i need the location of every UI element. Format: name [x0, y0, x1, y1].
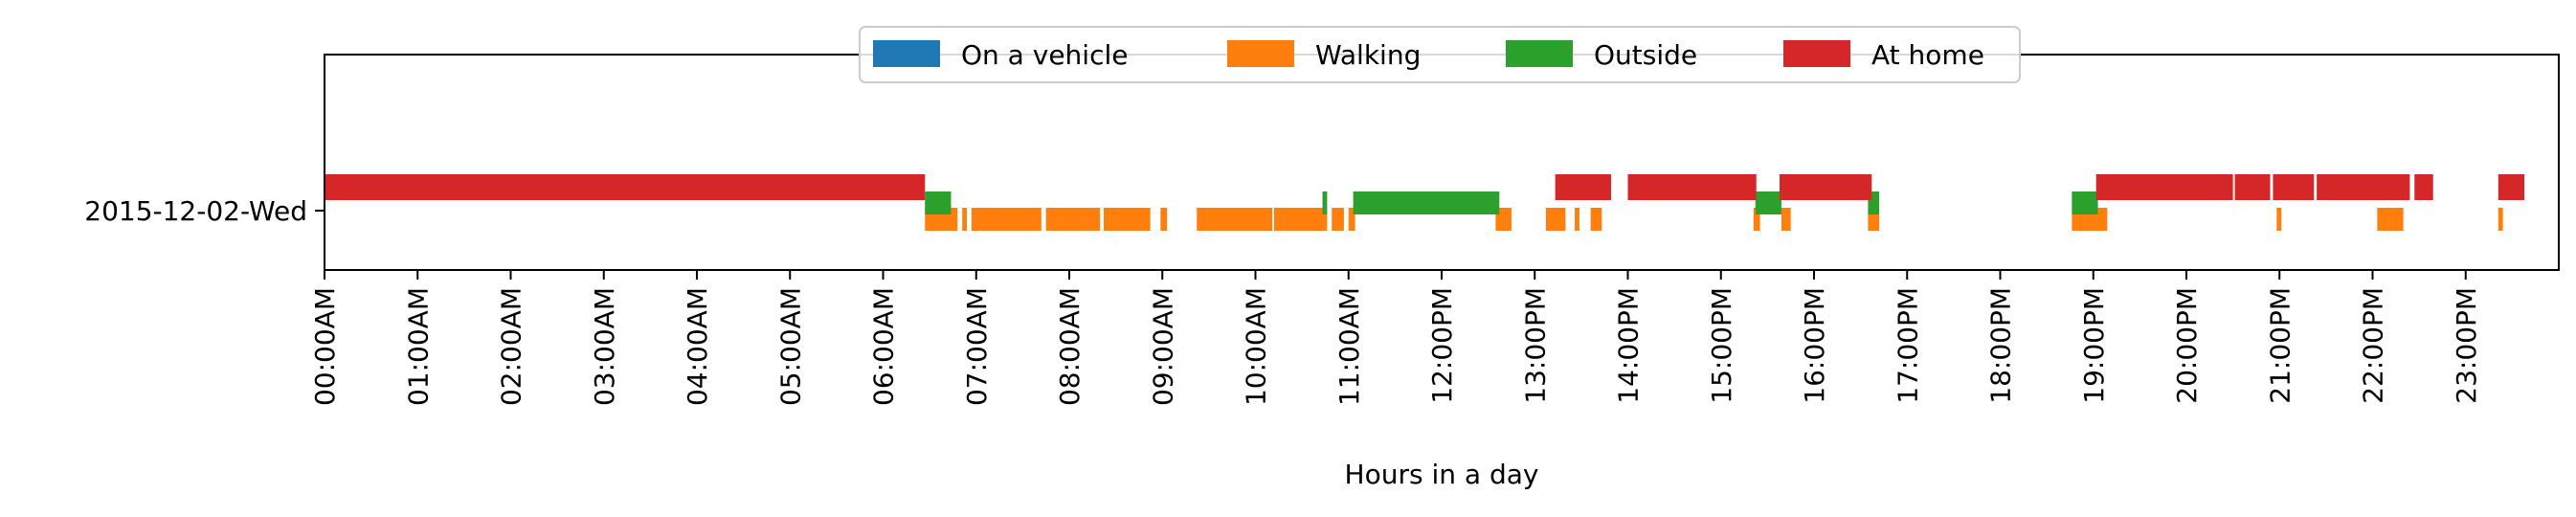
x-tick-label: 17:00PM	[1892, 287, 1923, 404]
plot-area	[325, 174, 2525, 231]
bar-outside-3	[1755, 191, 1781, 214]
x-tick-label: 22:00PM	[2358, 287, 2389, 404]
x-tick-label: 06:00AM	[868, 287, 900, 406]
bar-walking-3	[1045, 208, 1101, 231]
bar-walking-8	[1332, 208, 1344, 231]
legend-label-outside: Outside	[1594, 39, 1697, 71]
x-axis: 00:00AM 01:00AM 02:00AM 03:00AM 04:00AM 05:00…	[309, 270, 2482, 406]
x-tick-label: 04:00AM	[682, 287, 713, 406]
x-tick-label: 05:00AM	[774, 287, 806, 406]
bar-walking-6	[1197, 208, 1272, 231]
x-tick-label: 15:00PM	[1706, 287, 1737, 404]
x-tick-label: 16:00PM	[1799, 287, 1830, 404]
bar-walking-7	[1273, 208, 1328, 231]
legend-label-at-home: At home	[1871, 39, 1984, 71]
x-tick-label: 07:00AM	[961, 287, 993, 406]
bar-at-home-5	[2234, 174, 2271, 200]
y-tick-label: 2015-12-02-Wed	[84, 195, 307, 227]
bar-at-home-4	[2095, 174, 2233, 200]
bar-walking-1	[962, 208, 968, 231]
legend-swatch-on-a-vehicle	[873, 40, 940, 67]
bar-walking-14	[1753, 208, 1760, 231]
legend-label-on-a-vehicle: On a vehicle	[961, 39, 1128, 71]
bar-outside-0	[925, 191, 952, 214]
bar-walking-19	[2377, 208, 2404, 231]
x-tick-label: 12:00PM	[1426, 287, 1458, 404]
bar-outside-5	[2072, 191, 2098, 214]
legend-label-walking: Walking	[1315, 39, 1421, 71]
y-axis: 2015-12-02-Wed	[84, 195, 325, 227]
bar-walking-15	[1781, 208, 1791, 231]
x-tick-label: 00:00AM	[309, 287, 341, 406]
x-tick-label: 23:00PM	[2451, 287, 2482, 404]
bar-walking-18	[2276, 208, 2282, 231]
x-tick-label: 08:00AM	[1054, 287, 1086, 406]
x-tick-label: 19:00PM	[2078, 287, 2110, 404]
legend-swatch-outside	[1506, 40, 1573, 67]
bar-walking-10	[1495, 208, 1512, 231]
x-tick-label: 18:00PM	[1985, 287, 2017, 404]
bar-outside-4	[1868, 191, 1880, 214]
bar-at-home-1	[1555, 174, 1611, 200]
bar-walking-2	[971, 208, 1042, 231]
bar-at-home-9	[2498, 174, 2525, 200]
bar-walking-16	[1868, 208, 1880, 231]
bar-at-home-3	[1780, 174, 1872, 200]
x-tick-label: 14:00PM	[1613, 287, 1645, 404]
legend-swatch-walking	[1227, 40, 1294, 67]
bar-at-home-8	[2414, 174, 2433, 200]
x-tick-label: 13:00PM	[1519, 287, 1551, 404]
x-tick-label: 01:00AM	[402, 287, 434, 406]
bar-walking-9	[1348, 208, 1355, 231]
bar-at-home-2	[1627, 174, 1757, 200]
x-tick-label: 20:00PM	[2171, 287, 2203, 404]
bar-at-home-6	[2273, 174, 2315, 200]
x-tick-label: 10:00AM	[1241, 287, 1272, 406]
bar-walking-20	[2498, 208, 2503, 231]
legend-box	[859, 26, 2021, 83]
x-tick-label: 21:00PM	[2264, 287, 2296, 404]
bar-walking-12	[1575, 208, 1579, 231]
x-tick-label: 02:00AM	[496, 287, 527, 406]
bar-walking-13	[1590, 208, 1602, 231]
x-tick-label: 03:00AM	[589, 287, 620, 406]
bar-at-home-0	[325, 174, 926, 200]
x-tick-label: 09:00AM	[1147, 287, 1178, 406]
legend: On a vehicle Walking Outside At home	[859, 26, 2021, 83]
axes-frame	[324, 54, 2560, 271]
bar-at-home-7	[2317, 174, 2410, 200]
x-axis-label: Hours in a day	[1345, 459, 1539, 490]
bar-walking-11	[1545, 208, 1566, 231]
x-tick-label: 11:00AM	[1333, 287, 1365, 406]
bar-walking-5	[1160, 208, 1168, 231]
bar-outside-1	[1322, 191, 1328, 214]
bar-outside-2	[1353, 191, 1500, 214]
legend-swatch-at-home	[1783, 40, 1850, 67]
bar-walking-4	[1103, 208, 1151, 231]
